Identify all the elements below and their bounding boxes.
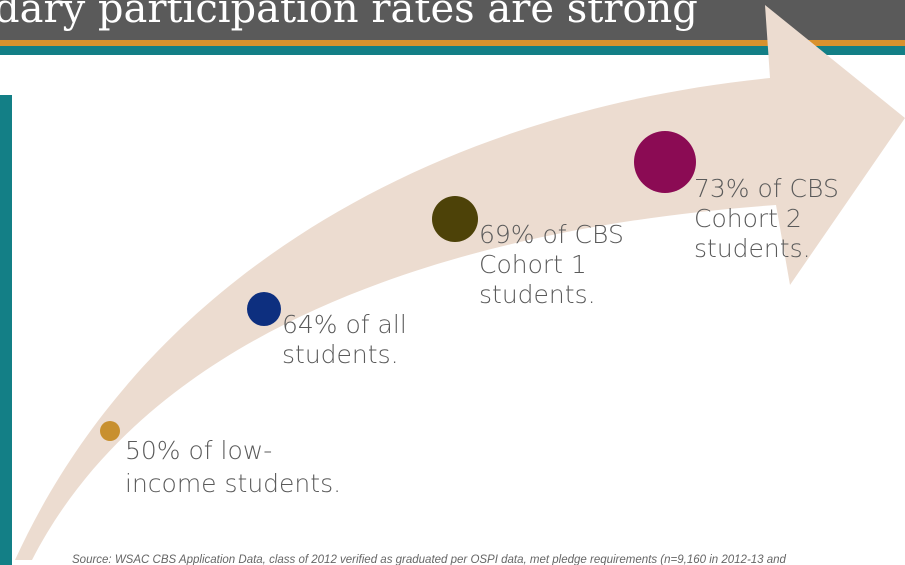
header-bar: [0, 0, 905, 40]
slide-title: dary participation rates are strong: [0, 0, 698, 32]
side-bar: [0, 95, 12, 565]
point-label: Cohort 1: [479, 250, 587, 279]
point-label: students.: [479, 280, 596, 309]
point-label: Cohort 2: [694, 204, 802, 233]
point-dot: [100, 421, 120, 441]
point-label: 64% of all: [282, 310, 407, 339]
point-dot: [634, 131, 696, 193]
point-label: students.: [694, 234, 811, 263]
point-label: 69% of CBS: [479, 220, 624, 249]
header-stripe-teal: [0, 46, 905, 55]
source-note: Source: WSAC CBS Application Data, class…: [72, 554, 787, 565]
point-labels: 50% of low-income students.64% of allstu…: [125, 174, 839, 498]
point-label: 50% of low-: [125, 436, 272, 465]
point-label: 73% of CBS: [694, 174, 839, 203]
point-label: income students.: [125, 469, 341, 498]
header-stripe-orange: [0, 40, 905, 46]
point-dot: [247, 292, 281, 326]
point-dot: [432, 196, 478, 242]
point-label: students.: [282, 340, 399, 369]
